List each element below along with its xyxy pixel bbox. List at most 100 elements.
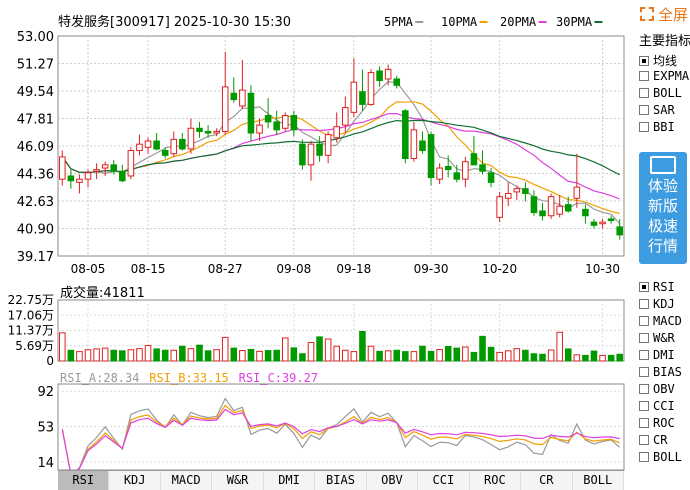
tab-cci[interactable]: CCI	[418, 471, 470, 490]
volume-bar	[67, 349, 75, 362]
sub-indicator-cr[interactable]: CR	[639, 433, 667, 447]
candle-body	[67, 175, 75, 182]
checkbox[interactable]	[639, 56, 649, 66]
date-tick-label: 09-18	[336, 262, 371, 276]
volume-bar	[307, 341, 315, 362]
checkbox[interactable]	[639, 350, 649, 360]
checkbox[interactable]	[639, 435, 649, 445]
candle-body	[582, 208, 589, 217]
ma-legend-label: 30PMA	[556, 15, 593, 29]
indicator-label: MACD	[653, 314, 682, 328]
candle-body	[84, 172, 92, 180]
candle-body	[479, 164, 486, 172]
tab-roc[interactable]: ROC	[470, 471, 522, 490]
checkbox[interactable]	[639, 71, 649, 81]
candle-body	[324, 134, 332, 156]
sub-indicator-bias[interactable]: BIAS	[639, 365, 682, 379]
fullscreen-button[interactable]: 全屏	[640, 4, 688, 25]
rsi-line	[61, 408, 620, 476]
candle-body	[101, 164, 109, 169]
candle-body	[110, 164, 118, 172]
checkbox[interactable]	[639, 401, 649, 411]
tab-cr[interactable]: CR	[521, 471, 573, 490]
checkbox[interactable]	[639, 418, 649, 428]
promo-text: 体验	[647, 177, 678, 195]
ma-legend-label: 10PMA	[441, 15, 478, 29]
new-version-promo[interactable]: 体验 新版 极速 行情	[639, 152, 687, 264]
price-tick-label: 40.90	[17, 223, 54, 238]
volume-bar	[359, 331, 366, 362]
sub-indicator-obv[interactable]: OBV	[639, 382, 675, 396]
indicator-label: BBI	[653, 120, 675, 134]
candle-body	[487, 172, 495, 183]
candle-body	[367, 72, 375, 105]
main-indicator-expma[interactable]: EXPMA	[639, 69, 689, 83]
main-indicator-[interactable]: 均线	[639, 52, 677, 69]
checkbox[interactable]	[639, 452, 649, 462]
candle-body	[230, 92, 238, 101]
sub-indicator-roc[interactable]: ROC	[639, 416, 675, 430]
sub-indicator-dmi[interactable]: DMI	[639, 348, 675, 362]
candle-body	[513, 188, 521, 193]
tab-rsi[interactable]: RSI	[58, 471, 110, 490]
checkbox[interactable]	[639, 384, 649, 394]
checkbox[interactable]	[639, 299, 649, 309]
volume-bar	[427, 350, 435, 362]
tab-boll[interactable]: BOLL	[573, 471, 624, 490]
ma-line	[61, 112, 620, 200]
checkbox[interactable]	[639, 367, 649, 377]
tab-macd[interactable]: MACD	[161, 471, 213, 490]
candle-body	[436, 167, 443, 180]
volume-bar	[539, 353, 546, 362]
sub-indicator-boll[interactable]: BOLL	[639, 450, 682, 464]
candle-body	[530, 196, 538, 214]
candle-body	[256, 124, 263, 134]
candle-body	[539, 210, 546, 217]
candle-body	[127, 150, 135, 177]
volume-bar	[84, 349, 92, 362]
rsi-line	[61, 397, 621, 476]
indicator-label: DMI	[653, 348, 675, 362]
tab-kdj[interactable]: KDJ	[109, 471, 161, 490]
sub-indicator-cci[interactable]: CCI	[639, 399, 675, 413]
price-tick-label: 44.36	[17, 168, 54, 183]
tab-wr[interactable]: W&R	[212, 471, 264, 490]
checkbox[interactable]	[639, 122, 649, 132]
volume-bar	[196, 344, 203, 362]
volume-label: 成交量:41811	[60, 285, 145, 301]
candle-body	[187, 127, 195, 150]
candle-body	[556, 205, 563, 215]
volume-bar	[444, 346, 452, 362]
tab-obv[interactable]: OBV	[367, 471, 419, 490]
volume-bar	[110, 349, 118, 362]
candle-body	[221, 86, 229, 132]
main-indicator-boll[interactable]: BOLL	[639, 86, 682, 100]
checkbox[interactable]	[639, 282, 649, 292]
candle-body	[410, 129, 418, 159]
date-tick-label: 10-30	[585, 262, 620, 276]
tab-bias[interactable]: BIAS	[315, 471, 367, 490]
indicator-tabs: RSI KDJ MACD W&R DMI BIAS OBV CCI ROC CR BOLL	[58, 470, 624, 490]
candle-body	[273, 121, 280, 131]
checkbox[interactable]	[639, 333, 649, 343]
candle-body	[453, 172, 461, 180]
rsi-tick-label: 92	[37, 385, 54, 400]
tab-dmi[interactable]: DMI	[264, 471, 316, 490]
volume-tick-label: 22.75万	[8, 293, 54, 307]
sub-indicator-rsi[interactable]: RSI	[639, 280, 675, 294]
indicator-label: ROC	[653, 416, 675, 430]
sub-indicator-wr[interactable]: W&R	[639, 331, 675, 345]
volume-bar	[316, 336, 323, 362]
chart-canvas[interactable]: 特发服务[300917] 2025-10-30 15:30 5PMA 10PMA 20…	[0, 0, 636, 490]
volume-bar	[264, 350, 272, 362]
volume-bar	[530, 353, 538, 362]
sub-indicator-kdj[interactable]: KDJ	[639, 297, 675, 311]
main-indicator-bbi[interactable]: BBI	[639, 120, 675, 134]
checkbox[interactable]	[639, 105, 649, 115]
candle-body	[136, 143, 143, 152]
main-indicator-sar[interactable]: SAR	[639, 103, 675, 117]
checkbox[interactable]	[639, 316, 649, 326]
volume-bar	[136, 348, 143, 362]
checkbox[interactable]	[639, 88, 649, 98]
sub-indicator-macd[interactable]: MACD	[639, 314, 682, 328]
